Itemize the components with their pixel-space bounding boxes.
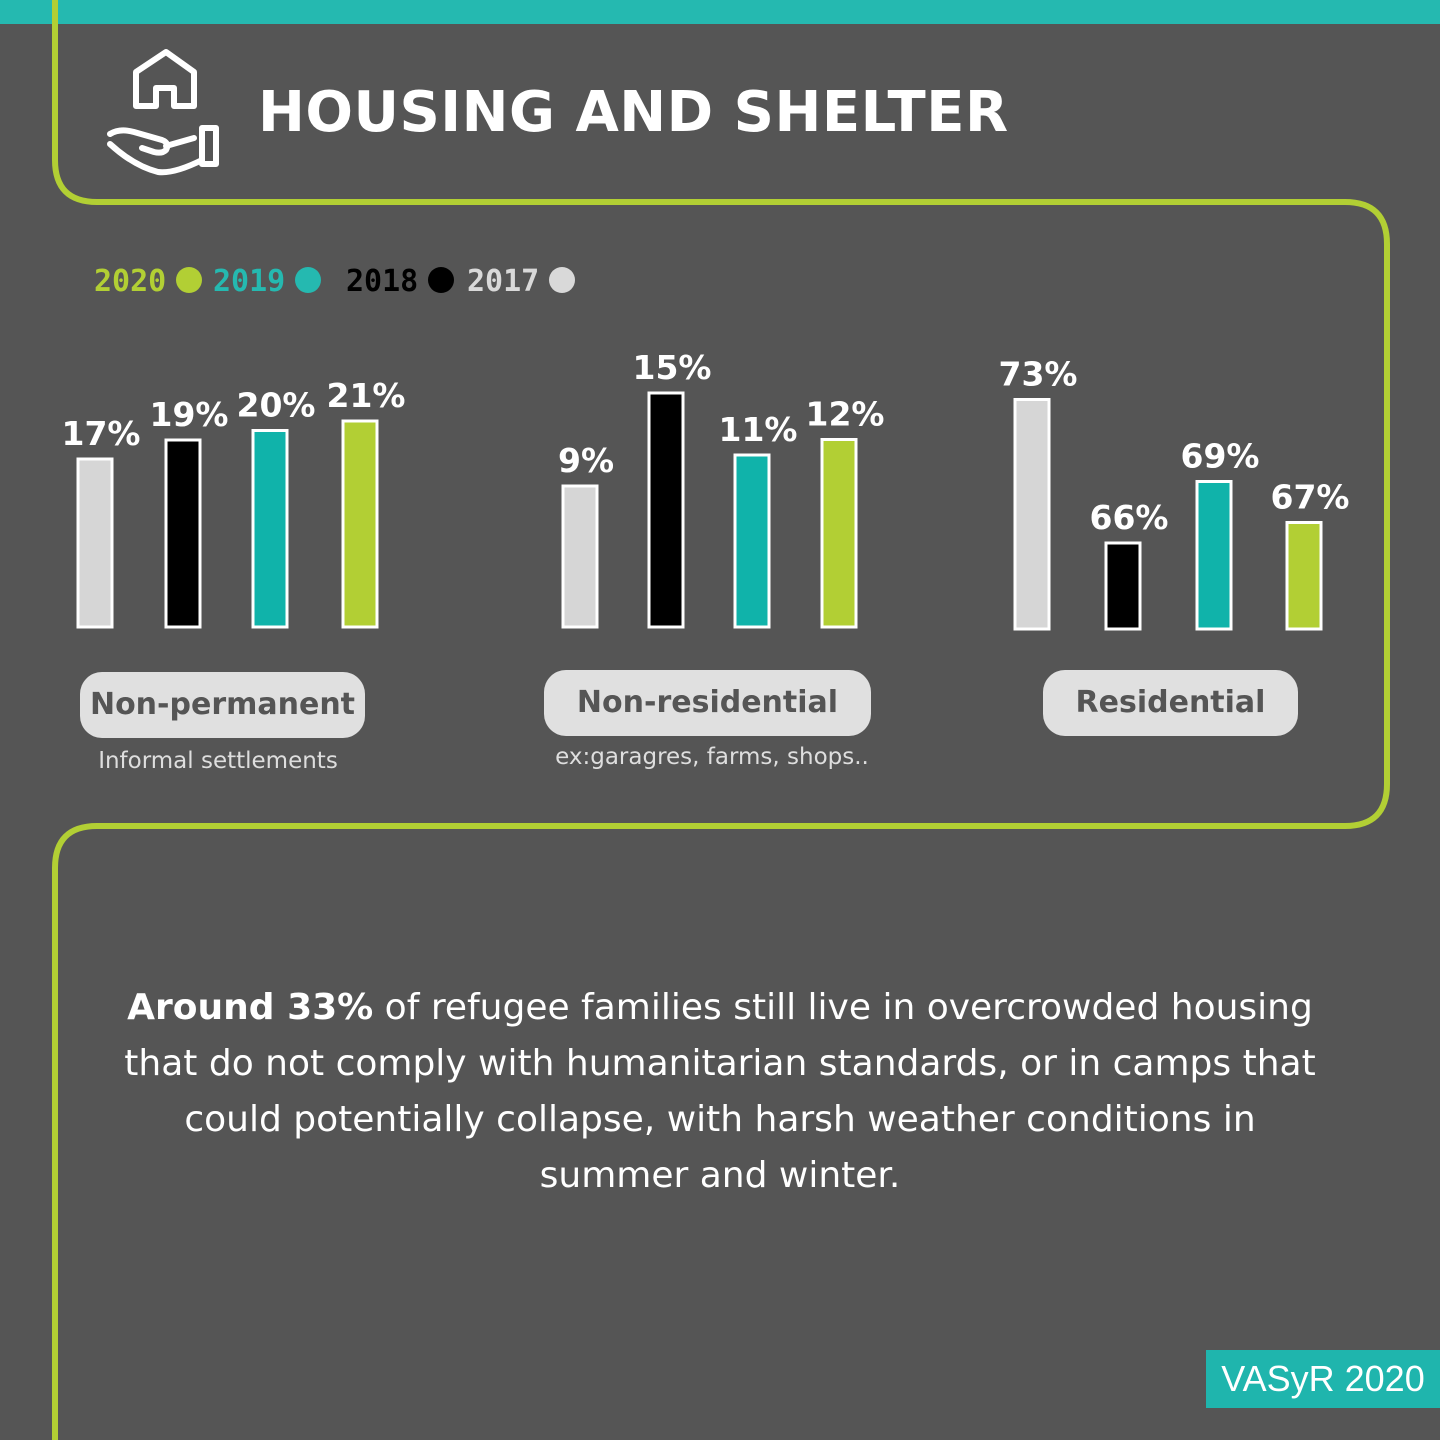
category-pill-residential: Residential [1043,670,1298,736]
legend-label-2018: 2018 [346,264,419,299]
top-accent-bar [0,0,1440,24]
legend-item-2019: 2019 [213,262,322,302]
summary-paragraph: Around 33% of refugee families still liv… [120,980,1320,1204]
legend-label-2020: 2020 [94,264,167,299]
category-subtitle-non-residential: ex:garagres, farms, shops.. [555,744,869,770]
legend-item-2017: 2017 [467,262,576,302]
summary-text: of refugee families still live in overcr… [124,987,1316,1196]
legend-dot-2017 [549,266,576,293]
legend-item-2018: 2018 [346,262,455,302]
category-pill-non-permanent: Non-permanent [80,672,365,738]
category-subtitle-non-permanent: Informal settlements [98,748,338,774]
house-in-hand-icon [107,49,219,176]
source-badge: VASyR 2020 [1206,1350,1440,1408]
legend-label-2019: 2019 [213,264,286,299]
legend-dot-2018 [428,266,455,293]
legend-item-2020: 2020 [94,262,203,302]
category-pill-non-residential: Non-residential [544,670,871,736]
legend-dot-2020 [176,266,203,293]
page-title: HOUSING AND SHELTER [258,80,1009,145]
legend-label-2017: 2017 [467,264,540,299]
legend-dot-2019 [295,266,322,293]
summary-highlight: Around 33% [127,987,374,1028]
